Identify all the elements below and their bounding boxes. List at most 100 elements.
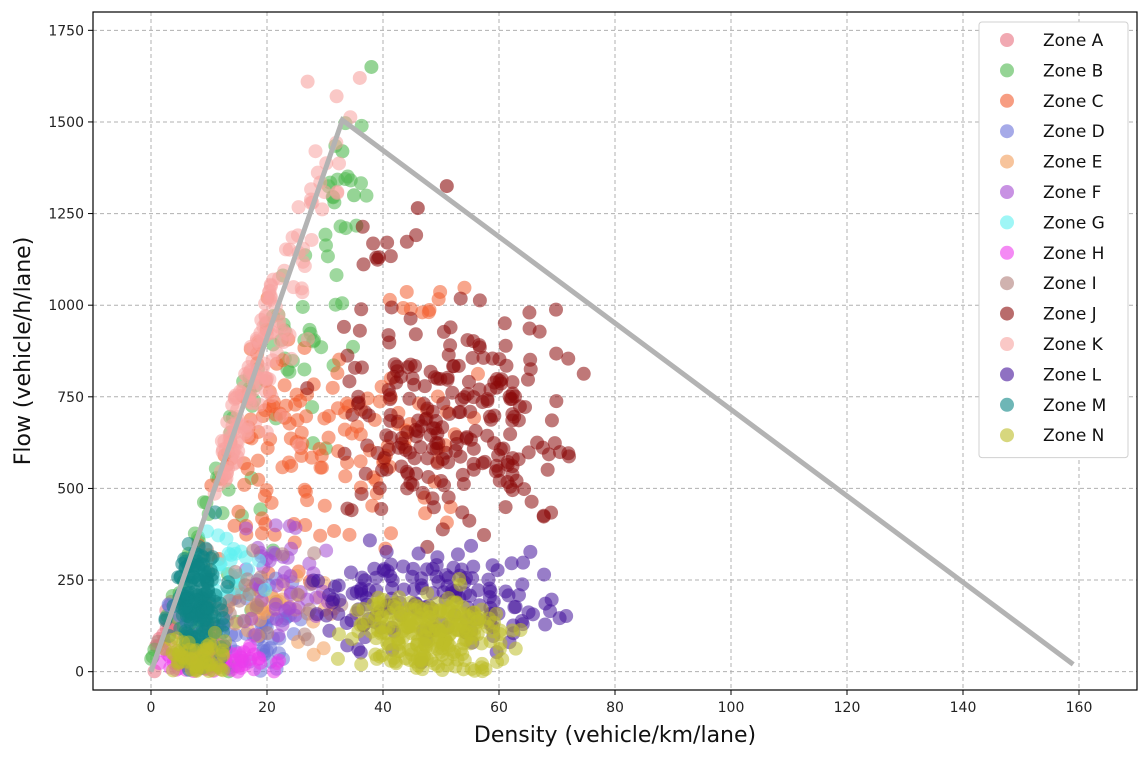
y-tick-label: 750 <box>57 390 84 406</box>
data-point <box>276 323 291 338</box>
data-point <box>549 394 564 409</box>
data-point <box>441 570 456 585</box>
data-point <box>505 467 520 482</box>
data-point <box>320 249 335 264</box>
data-point <box>532 324 547 339</box>
data-point <box>321 430 336 445</box>
data-point <box>354 486 369 501</box>
data-point <box>504 556 519 571</box>
data-point <box>340 501 355 516</box>
legend-item: Zone D <box>1000 122 1105 142</box>
data-point <box>352 70 367 85</box>
data-point <box>297 259 312 274</box>
data-point <box>295 299 310 314</box>
data-point <box>277 378 292 393</box>
data-point <box>521 605 536 620</box>
data-point <box>535 440 550 455</box>
x-tick-label: 0 <box>147 700 156 716</box>
data-point <box>400 425 415 440</box>
data-point <box>268 518 283 533</box>
data-point <box>537 567 552 582</box>
data-point <box>350 396 365 411</box>
data-point <box>435 522 450 537</box>
legend-marker <box>1000 124 1014 139</box>
data-point <box>511 588 526 603</box>
data-point <box>413 440 428 455</box>
data-point <box>266 272 281 287</box>
data-point <box>515 577 530 592</box>
data-point <box>308 144 323 159</box>
x-tick-label: 40 <box>374 700 392 716</box>
data-point <box>505 375 520 390</box>
data-point <box>470 366 485 381</box>
x-axis-label: Density (vehicle/km/lane) <box>474 723 756 748</box>
data-point <box>366 236 381 251</box>
data-point <box>331 627 346 642</box>
data-point <box>200 524 215 539</box>
data-point <box>191 659 206 674</box>
data-point <box>291 200 306 215</box>
legend-marker <box>1000 337 1014 351</box>
data-point <box>250 598 265 613</box>
y-tick-label: 1000 <box>48 298 84 314</box>
data-point <box>503 427 518 442</box>
data-point <box>409 466 424 481</box>
data-point <box>314 448 329 463</box>
data-point <box>490 654 505 669</box>
data-point <box>464 538 479 553</box>
data-point <box>226 457 241 472</box>
data-point <box>345 632 360 647</box>
data-point <box>253 570 268 585</box>
data-point <box>364 59 379 74</box>
legend-label: Zone A <box>1043 31 1104 51</box>
legend-item: Zone L <box>1000 365 1102 385</box>
data-point <box>428 414 443 429</box>
data-point <box>274 408 289 423</box>
data-point <box>243 339 258 354</box>
legend-marker <box>1000 215 1014 230</box>
legend-label: Zone L <box>1043 365 1102 385</box>
data-point <box>357 573 372 588</box>
data-point <box>498 584 513 599</box>
data-point <box>338 469 353 484</box>
x-tick-label: 140 <box>950 700 977 716</box>
data-point <box>421 305 436 320</box>
legend-item: Zone A <box>1000 31 1104 51</box>
data-point <box>538 617 553 632</box>
data-point <box>268 597 283 612</box>
data-point <box>295 285 310 300</box>
legend-marker <box>1000 428 1014 443</box>
data-point <box>329 268 344 283</box>
data-point <box>318 238 333 253</box>
data-point <box>294 448 309 463</box>
data-point <box>423 602 438 617</box>
data-point <box>523 544 538 559</box>
data-point <box>373 596 388 611</box>
data-point <box>337 446 352 461</box>
data-point <box>335 296 350 311</box>
data-point <box>325 380 340 395</box>
data-point <box>259 483 274 498</box>
data-point <box>330 366 345 381</box>
data-point <box>450 547 465 562</box>
data-point <box>493 442 508 457</box>
data-point <box>538 596 553 611</box>
data-point <box>389 656 404 671</box>
data-point <box>333 219 348 234</box>
data-point <box>238 521 253 536</box>
data-point <box>355 616 370 631</box>
data-point <box>208 505 223 520</box>
data-point <box>420 633 435 648</box>
data-point <box>354 360 369 375</box>
data-point <box>269 612 284 627</box>
data-point <box>489 371 504 386</box>
data-point <box>195 604 210 619</box>
data-point <box>358 466 373 481</box>
data-point <box>315 202 330 217</box>
y-tick-label: 500 <box>57 481 84 497</box>
data-point <box>536 508 551 523</box>
data-point <box>384 300 399 315</box>
legend-label: Zone N <box>1043 426 1104 446</box>
data-point <box>411 546 426 561</box>
